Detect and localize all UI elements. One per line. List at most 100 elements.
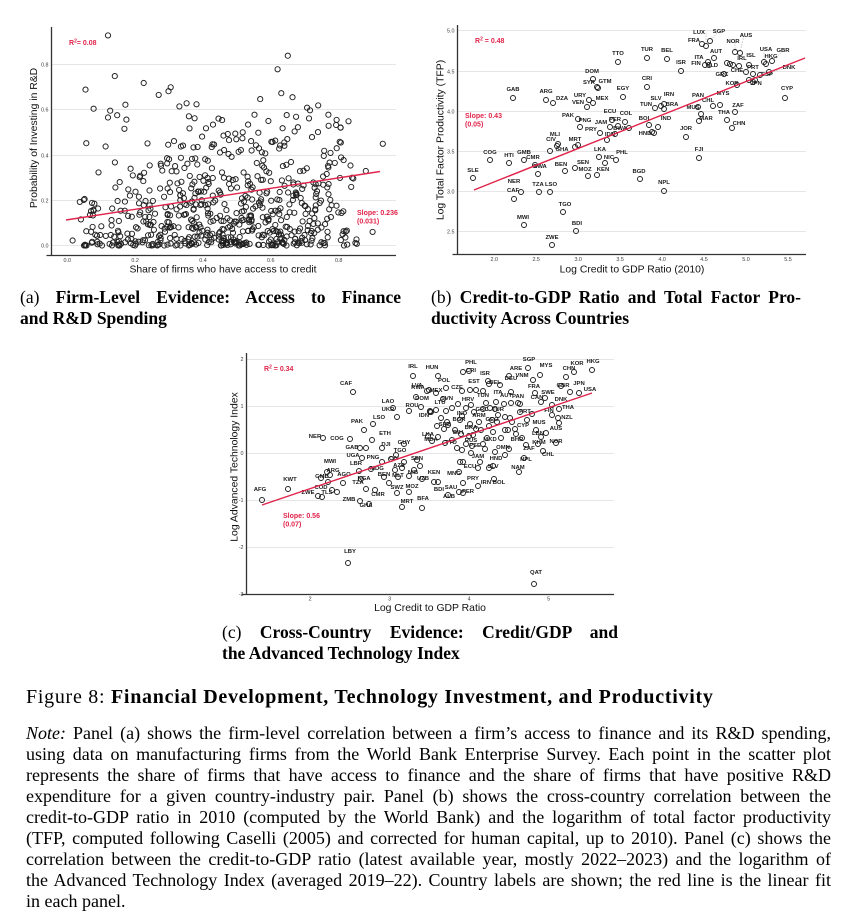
svg-text:0.2: 0.2 <box>41 198 49 204</box>
svg-text:PER: PER <box>462 489 475 495</box>
svg-text:R2 = 0.48: R2 = 0.48 <box>475 37 505 46</box>
svg-text:FIN: FIN <box>544 408 554 414</box>
svg-text:(0.05): (0.05) <box>465 122 483 129</box>
svg-text:CMR: CMR <box>526 155 540 161</box>
svg-text:CRI: CRI <box>466 368 477 374</box>
svg-text:LVA: LVA <box>412 383 424 389</box>
svg-text:MKD: MKD <box>483 437 496 443</box>
svg-text:ITA: ITA <box>694 55 704 61</box>
svg-text:4.5: 4.5 <box>700 257 708 263</box>
svg-text:BGR: BGR <box>452 417 466 423</box>
svg-text:TTO: TTO <box>612 51 624 57</box>
svg-text:GRC: GRC <box>475 407 489 413</box>
svg-text:IRL: IRL <box>408 364 418 370</box>
svg-text:5.0: 5.0 <box>447 28 455 34</box>
svg-text:BEN: BEN <box>555 162 567 168</box>
svg-text:MLT: MLT <box>392 473 404 479</box>
svg-text:TZA: TZA <box>532 182 544 188</box>
svg-text:JOR: JOR <box>680 126 693 132</box>
svg-text:DZA: DZA <box>556 96 569 102</box>
svg-text:BDI: BDI <box>572 221 583 227</box>
svg-text:-1: -1 <box>239 498 244 504</box>
svg-text:2.0: 2.0 <box>491 257 499 263</box>
svg-text:KEN: KEN <box>597 167 609 173</box>
svg-text:NZL: NZL <box>561 415 573 421</box>
svg-text:CMR: CMR <box>371 492 385 498</box>
svg-text:COL: COL <box>620 111 633 117</box>
svg-text:FRA: FRA <box>528 384 541 390</box>
svg-text:GBR: GBR <box>776 48 790 54</box>
svg-text:HKG: HKG <box>764 54 778 60</box>
svg-text:CYP: CYP <box>781 86 793 92</box>
svg-text:MWI: MWI <box>324 459 336 465</box>
svg-text:IRN: IRN <box>664 92 674 98</box>
svg-text:GMB: GMB <box>315 474 329 480</box>
svg-text:MLI: MLI <box>550 132 561 138</box>
svg-text:LTU: LTU <box>434 400 445 406</box>
svg-text:CIV: CIV <box>546 137 556 143</box>
svg-text:RWA: RWA <box>411 385 425 391</box>
svg-text:MOZ: MOZ <box>578 167 591 173</box>
svg-text:MDA: MDA <box>424 437 438 443</box>
svg-text:LBR: LBR <box>350 461 363 467</box>
svg-text:TUN: TUN <box>640 102 652 108</box>
svg-text:ISL: ISL <box>746 53 756 59</box>
svg-text:KOR: KOR <box>725 81 739 87</box>
svg-text:SLE: SLE <box>467 168 479 174</box>
svg-text:GHA: GHA <box>359 503 373 509</box>
svg-text:DOM: DOM <box>585 69 599 75</box>
svg-text:PAK: PAK <box>562 113 575 119</box>
svg-text:CHN: CHN <box>563 366 576 372</box>
svg-text:SEN: SEN <box>411 456 423 462</box>
svg-text:NOR: NOR <box>726 39 740 45</box>
svg-text:3: 3 <box>388 597 391 603</box>
svg-text:TGO: TGO <box>559 202 572 208</box>
svg-text:NAM: NAM <box>511 465 525 471</box>
svg-text:LKA: LKA <box>422 432 435 438</box>
svg-text:ARM: ARM <box>472 413 486 419</box>
svg-text:PER: PER <box>609 117 622 123</box>
svg-text:COD: COD <box>314 485 327 491</box>
svg-text:ECU: ECU <box>464 464 476 470</box>
svg-text:MEX: MEX <box>596 96 609 102</box>
svg-text:CZE: CZE <box>451 385 463 391</box>
svg-text:DEU: DEU <box>505 376 517 382</box>
svg-text:4: 4 <box>468 597 471 603</box>
svg-text:MRT: MRT <box>569 137 582 143</box>
svg-text:GHA: GHA <box>555 147 569 153</box>
svg-text:BRA: BRA <box>465 425 479 431</box>
svg-text:PRT: PRT <box>519 409 531 415</box>
svg-text:JAM: JAM <box>472 454 485 460</box>
svg-text:AUS: AUS <box>740 33 753 39</box>
svg-text:GBR: GBR <box>556 383 570 389</box>
svg-text:AZE: AZE <box>393 463 405 469</box>
svg-text:KWT: KWT <box>283 477 297 483</box>
svg-text:FIN: FIN <box>691 61 701 67</box>
svg-text:5: 5 <box>547 597 550 603</box>
svg-text:0.8: 0.8 <box>41 62 49 68</box>
svg-text:IRN: IRN <box>481 480 491 486</box>
svg-text:EST: EST <box>468 379 480 385</box>
svg-text:UKR: UKR <box>382 407 396 413</box>
svg-text:SVN: SVN <box>441 396 453 402</box>
svg-text:(0.07): (0.07) <box>283 522 301 529</box>
svg-text:RUS: RUS <box>465 438 478 444</box>
svg-text:MDG: MDG <box>370 466 384 472</box>
svg-text:2.5: 2.5 <box>532 257 540 263</box>
svg-text:SWE: SWE <box>541 390 554 396</box>
svg-text:AUT: AUT <box>710 49 723 55</box>
svg-text:JAM: JAM <box>595 120 608 126</box>
svg-text:ETH: ETH <box>379 431 391 437</box>
svg-text:NER: NER <box>508 179 521 185</box>
svg-text:BWA: BWA <box>613 126 627 132</box>
svg-text:MRT: MRT <box>401 499 414 505</box>
svg-text:THA: THA <box>718 110 731 116</box>
svg-text:VEN: VEN <box>572 100 584 106</box>
svg-text:SGP: SGP <box>713 29 726 35</box>
svg-text:HRV: HRV <box>462 397 474 403</box>
svg-text:0.6: 0.6 <box>41 107 49 113</box>
svg-text:KOR: KOR <box>570 361 584 367</box>
svg-text:GTM: GTM <box>598 79 611 85</box>
svg-text:BOL: BOL <box>639 116 652 122</box>
svg-text:0.6: 0.6 <box>267 258 275 264</box>
